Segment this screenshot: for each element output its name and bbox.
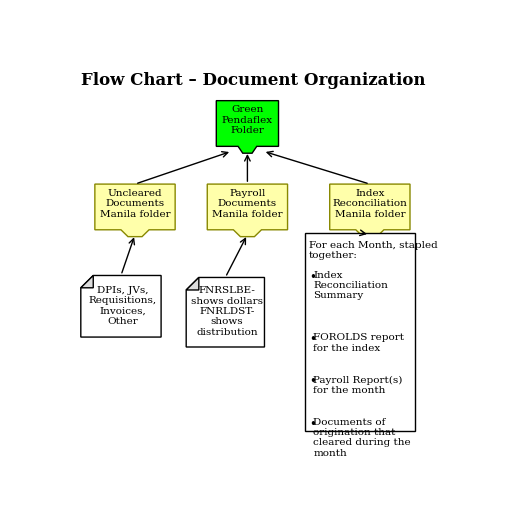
PathPatch shape: [207, 184, 287, 237]
PathPatch shape: [186, 278, 265, 347]
Text: •: •: [309, 270, 316, 283]
Text: Green
Pendaflex
Folder: Green Pendaflex Folder: [222, 105, 273, 135]
Text: DPIs, JVs,
Requisitions,
Invoices,
Other: DPIs, JVs, Requisitions, Invoices, Other: [89, 285, 156, 326]
Text: •: •: [309, 376, 316, 389]
PathPatch shape: [95, 184, 175, 237]
Text: Uncleared
Documents
Manila folder: Uncleared Documents Manila folder: [99, 189, 170, 219]
PathPatch shape: [329, 184, 410, 237]
PathPatch shape: [81, 276, 93, 288]
Text: Flow Chart – Document Organization: Flow Chart – Document Organization: [81, 72, 425, 89]
Text: Index
Reconciliation
Manila folder: Index Reconciliation Manila folder: [333, 189, 407, 219]
PathPatch shape: [186, 278, 199, 290]
Text: •: •: [309, 333, 316, 346]
Text: FOROLDS report
for the index: FOROLDS report for the index: [313, 333, 405, 353]
Text: FNRSLBE-
shows dollars
FNRLDST-
shows
distribution: FNRSLBE- shows dollars FNRLDST- shows di…: [191, 286, 263, 337]
FancyBboxPatch shape: [305, 233, 415, 431]
Text: For each Month, stapled
together:: For each Month, stapled together:: [309, 240, 437, 260]
Text: Payroll
Documents
Manila folder: Payroll Documents Manila folder: [212, 189, 283, 219]
PathPatch shape: [217, 101, 279, 153]
PathPatch shape: [81, 276, 161, 337]
Text: •: •: [309, 417, 316, 430]
Text: Index
Reconciliation
Summary: Index Reconciliation Summary: [313, 270, 388, 300]
Text: Payroll Report(s)
for the month: Payroll Report(s) for the month: [313, 376, 403, 395]
Text: Documents of
origination that
cleared during the
month: Documents of origination that cleared du…: [313, 417, 411, 458]
